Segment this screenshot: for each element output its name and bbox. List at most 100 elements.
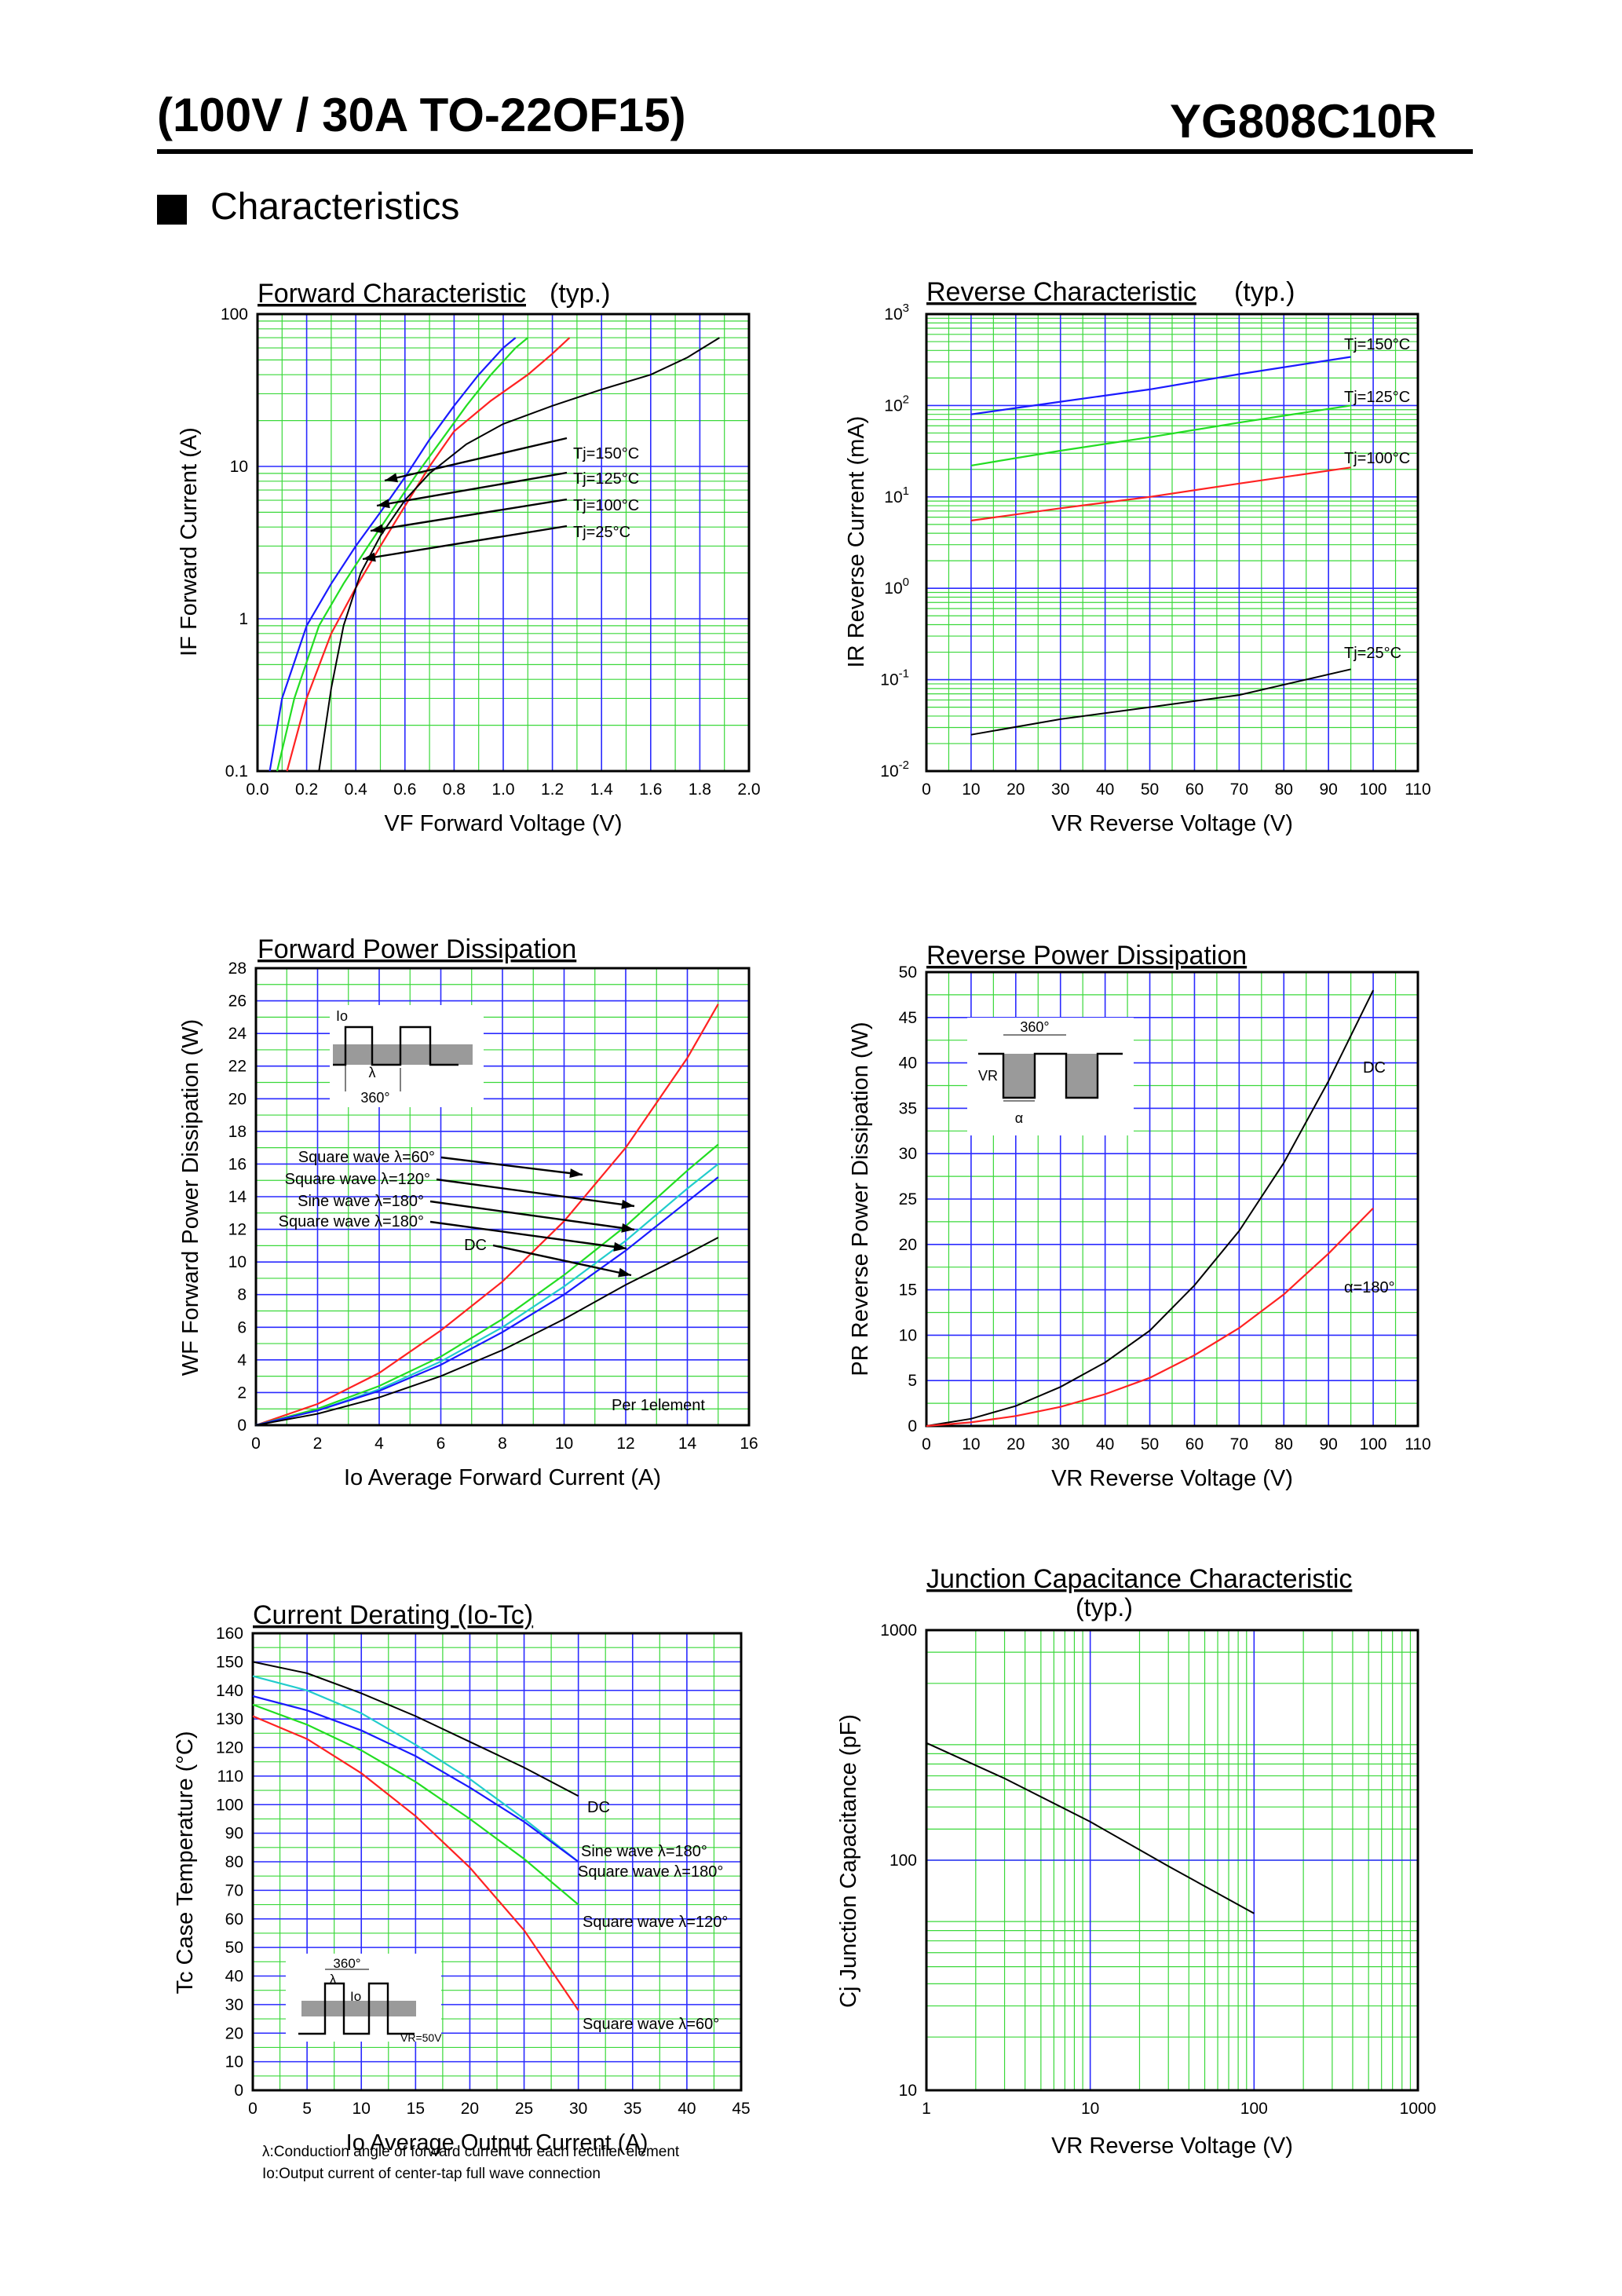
- x-tick-label: 4: [374, 1435, 384, 1453]
- y-tick-label: 10: [225, 2053, 243, 2071]
- x-tick-label: 80: [1275, 1435, 1293, 1453]
- y-tick-label: 28: [228, 960, 247, 978]
- annotation-arrow: [370, 498, 568, 532]
- chart-rev_power: 0 10 20 30 40 50 60 70 80 90 100 110 0 5 10 15 20 25 30 35 4…: [848, 941, 1431, 1491]
- x-tick-label: 1.2: [541, 781, 564, 799]
- y-tick-label: 35: [899, 1099, 917, 1117]
- x-tick-label: 60: [1185, 781, 1204, 799]
- y-axis-label: IR Reverse Current (mA): [844, 416, 869, 668]
- series-line-dc: [255, 1237, 719, 1426]
- y-tick-label: 40: [899, 1055, 917, 1073]
- y-tick-label: 20: [899, 1236, 917, 1254]
- y-tick-label: 2: [237, 1384, 247, 1402]
- x-tick-label: 100: [1240, 2100, 1268, 2118]
- inset-360-label: 360°: [1020, 1019, 1049, 1035]
- x-tick-label: 110: [1405, 1435, 1430, 1453]
- x-tick-label: 80: [1275, 781, 1293, 799]
- y-tick-label: 45: [899, 1009, 917, 1027]
- y-axis-label: WF Forward Power Dissipation (W): [178, 1019, 203, 1376]
- series-line-sine-wave-180-: [252, 1675, 579, 1863]
- x-tick-label: 100: [1360, 1435, 1387, 1453]
- y-tick-label: 10-1: [880, 667, 909, 689]
- x-axis-label: VF Forward Voltage (V): [385, 811, 623, 836]
- curve-label: Tj=150°C: [573, 445, 639, 462]
- chart-reverse: 0 10 20 30 40 50 60 70 80 90 100 110 10-2 10-1 100 101 1…: [844, 277, 1431, 836]
- chart-fwd_power: 0 2 4 6 8 10 12 14 160246810121416182022242628Fo…: [178, 934, 758, 1490]
- inset-bg: [967, 1018, 1134, 1135]
- waveform-inset: 360°λ Io VR=50V: [286, 1954, 442, 2044]
- x-tick-label: 0: [248, 2100, 258, 2118]
- y-tick-label: 10-2: [880, 759, 909, 781]
- chart-title: Reverse Characteristic: [926, 277, 1196, 307]
- y-tick-label: 60: [225, 1910, 243, 1929]
- inset-360-label: 360°: [360, 1090, 389, 1106]
- curve-label: Square wave λ=60°: [583, 2016, 719, 2033]
- series-line-tj-125-c: [276, 337, 529, 772]
- y-axis-label: Cj Junction Capacitance (pF): [836, 1714, 861, 2008]
- arrow-head: [569, 1168, 583, 1179]
- curve-label: Square wave λ=120°: [583, 1914, 728, 1931]
- x-tick-label: 50: [1141, 1435, 1159, 1453]
- curve-label: Tj=100°C: [573, 497, 639, 514]
- y-tick-label: 14: [228, 1188, 247, 1206]
- annotation-arrow: [376, 471, 568, 507]
- plot-frame: [254, 967, 751, 1427]
- x-tick-label: 1.0: [491, 781, 514, 799]
- y-tick-label: 90: [225, 1825, 243, 1843]
- y-axis-label: PR Reverse Power Dissipation (W): [848, 1022, 873, 1376]
- y-tick-label: 10: [230, 458, 248, 476]
- y-tick-label: 101: [884, 484, 909, 506]
- inset-wave: [978, 1052, 1123, 1099]
- y-tick-label: 20: [225, 2024, 243, 2042]
- y-tick-label: 12: [228, 1221, 247, 1239]
- series-line-tj-100-c: [286, 337, 571, 772]
- x-tick-label: 10: [353, 2100, 371, 2118]
- y-tick-label: 150: [216, 1653, 243, 1671]
- annotation-arrow: [429, 1220, 627, 1250]
- x-tick-label: 0.0: [246, 781, 269, 799]
- x-tick-label: 10: [962, 1435, 980, 1453]
- x-tick-label: 70: [1230, 781, 1248, 799]
- inset-pulse: [1066, 1054, 1098, 1098]
- y-tick-label: 16: [228, 1155, 247, 1173]
- series-line-tj-25-c: [970, 668, 1351, 736]
- waveform-inset: 360° VR α: [967, 1018, 1134, 1135]
- arrow-head: [377, 499, 390, 509]
- y-tick-label: 120: [216, 1739, 243, 1757]
- inset-pulse: [1003, 1054, 1035, 1098]
- per-element-label: Per 1element: [612, 1397, 705, 1414]
- y-tick-label: 5: [908, 1372, 917, 1390]
- x-tick-label: 10: [1081, 2100, 1099, 2118]
- inset-bg: [286, 1954, 441, 2042]
- y-tick-label: 0: [908, 1417, 917, 1435]
- y-tick-label: 6: [237, 1318, 247, 1336]
- x-tick-label: 40: [1096, 1435, 1114, 1453]
- chart-subtitle: (typ.): [1234, 277, 1295, 307]
- x-tick-label: 1.4: [590, 781, 614, 799]
- chart-title: Junction Capacitance Characteristic: [926, 1564, 1352, 1594]
- y-tick-label: 102: [884, 393, 909, 415]
- inset-wave: [298, 1982, 415, 2035]
- inset-alpha-label: α: [1015, 1110, 1023, 1126]
- curve-label: Tj=125°C: [1344, 389, 1410, 406]
- y-tick-label: 18: [228, 1123, 247, 1141]
- y-tick-label: 10: [899, 1326, 917, 1344]
- footnote: λ:Conduction angle of forward current fo…: [262, 2144, 680, 2160]
- arrow-head: [385, 473, 398, 483]
- curve-label: Sine wave λ=180°: [298, 1193, 424, 1210]
- x-tick-label: 1.8: [689, 781, 711, 799]
- x-tick-label: 90: [1320, 1435, 1338, 1453]
- series-line-square-wave-60-: [252, 1715, 579, 2011]
- series-line-dc: [252, 1661, 579, 1797]
- x-tick-label: 0.8: [443, 781, 466, 799]
- chart-title: Reverse Power Dissipation: [926, 941, 1247, 971]
- curve-label: Tj=25°C: [1344, 645, 1401, 662]
- inset-io-label: Io: [350, 1989, 361, 2004]
- y-axis-label: IF Forward Current (A): [177, 427, 202, 656]
- curve-label: Square wave λ=180°: [578, 1863, 723, 1881]
- x-tick-label: 30: [1051, 1435, 1069, 1453]
- inset-vr-label: VR: [978, 1068, 998, 1084]
- x-tick-label: 6: [437, 1435, 446, 1453]
- annotation-arrow: [384, 437, 568, 482]
- y-tick-label: 15: [899, 1281, 917, 1300]
